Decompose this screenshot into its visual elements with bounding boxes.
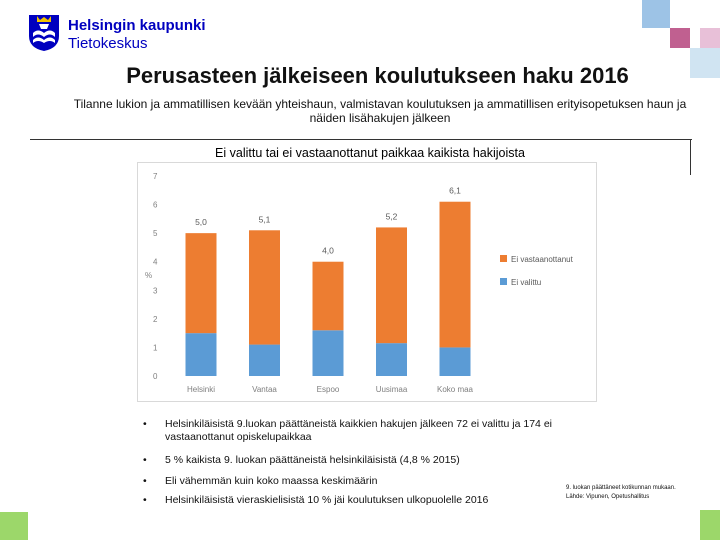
bar-segment (312, 330, 344, 376)
helsinki-logo: Helsingin kaupunki Tietokeskus (28, 14, 206, 56)
list-item-text: 5 % kaikista 9. luokan päättäneistä hels… (165, 454, 460, 466)
legend: Ei vastaanottanut Ei valittu (500, 255, 574, 287)
bar-segment (439, 347, 471, 376)
bar-total-label: 4,0 (322, 246, 334, 256)
bullet-icon: • (143, 475, 147, 487)
decor-square (700, 28, 720, 48)
x-axis: Helsinki Vantaa Espoo Uusimaa Koko maa (187, 385, 474, 394)
bullet-icon: • (143, 494, 147, 506)
legend-label: Ei vastaanottanut (511, 255, 574, 264)
x-category-label: Uusimaa (376, 385, 408, 394)
divider (30, 139, 692, 140)
legend-swatch (500, 255, 507, 262)
decor-square (690, 48, 720, 78)
bar-segment (185, 233, 217, 334)
bar-total-label: 6,1 (449, 186, 461, 196)
decor-square (700, 510, 720, 540)
bar-segment (439, 201, 471, 348)
legend-label: Ei valittu (511, 278, 541, 287)
bullet-icon: • (143, 418, 147, 430)
x-category-label: Koko maa (437, 385, 474, 394)
stacked-bar-chart: 0 1 2 3 4 5 6 7 Helsinki Vantaa Espoo Uusimaa Koko … (145, 172, 574, 394)
logo-unit-name: Tietokeskus (68, 35, 148, 52)
y-tick-label: 4 (153, 258, 158, 267)
y-tick-label: 1 (153, 343, 158, 352)
bar-segment (249, 230, 280, 345)
y-tick-label: 0 (153, 372, 158, 381)
y-tick-label: 2 (153, 315, 158, 324)
list-item-text: Eli vähemmän kuin koko maassa keskimääri… (165, 475, 378, 487)
bar-total-label: 5,1 (259, 214, 271, 224)
source-note: 9. luokan päättäneet kotikunnan mukaan. … (566, 484, 716, 502)
source-note-line: Lähde: Vipunen, Opetushallitus (566, 494, 650, 500)
list-item-text: Helsinkiläisistä vieraskielisistä 10 % j… (165, 494, 489, 506)
x-category-label: Espoo (317, 385, 340, 394)
y-axis: 0 1 2 3 4 5 6 7 (153, 172, 158, 381)
slide-title: Perusasteen jälkeiseen koulutukseen haku… (126, 63, 629, 88)
decor-square (0, 512, 28, 540)
list-item-text: Helsinkiläisistä 9.luokan päättäneistä k… (165, 418, 552, 443)
x-category-label: Helsinki (187, 385, 215, 394)
y-tick-label: 7 (153, 172, 158, 181)
bar-total-label: 5,0 (195, 217, 207, 227)
helsinki-crest-icon (29, 15, 59, 51)
bar-segment (312, 261, 344, 331)
decor-square (670, 28, 690, 48)
decor-square (642, 0, 670, 28)
bullet-icon: • (143, 454, 147, 466)
bars (185, 201, 471, 376)
bar-segment (376, 227, 407, 344)
chart-title: Ei valittu tai ei vastaanottanut paikkaa… (215, 146, 525, 160)
bar-segment (185, 333, 217, 376)
x-category-label: Vantaa (252, 385, 277, 394)
y-tick-label: 6 (153, 201, 158, 210)
y-tick-label: 3 (153, 286, 158, 295)
bar-segment (376, 343, 407, 376)
y-axis-unit-label: % (145, 271, 152, 280)
y-tick-label: 5 (153, 229, 158, 238)
divider (690, 139, 691, 175)
source-note-line: 9. luokan päättäneet kotikunnan mukaan. (566, 485, 676, 491)
bar-segment (249, 344, 280, 376)
chart-area: 0 1 2 3 4 5 6 7 Helsinki Vantaa Espoo Uusimaa Koko … (137, 162, 597, 402)
logo-city-name: Helsingin kaupunki (68, 17, 206, 34)
legend-swatch (500, 278, 507, 285)
bar-total-label: 5,2 (386, 211, 398, 221)
slide-subtitle: Tilanne lukion ja ammatillisen kevään yh… (73, 97, 687, 125)
data-labels: 5,0 5,1 4,0 5,2 6,1 (195, 186, 461, 256)
